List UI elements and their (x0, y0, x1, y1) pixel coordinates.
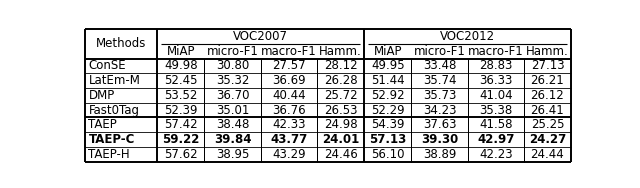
Text: 42.97: 42.97 (477, 133, 515, 146)
Text: 57.42: 57.42 (164, 118, 198, 131)
Text: 33.48: 33.48 (423, 59, 456, 72)
Text: 25.72: 25.72 (324, 89, 357, 102)
Text: 36.69: 36.69 (272, 74, 306, 87)
Text: 26.53: 26.53 (324, 104, 357, 117)
Text: 26.21: 26.21 (531, 74, 564, 87)
Text: 42.23: 42.23 (479, 148, 513, 161)
Text: 57.62: 57.62 (164, 148, 198, 161)
Text: Hamm.: Hamm. (319, 45, 362, 58)
Text: micro-F1: micro-F1 (207, 45, 259, 58)
Text: 24.46: 24.46 (324, 148, 358, 161)
Text: TAEP: TAEP (88, 118, 117, 131)
Text: 53.52: 53.52 (164, 89, 198, 102)
Text: 26.12: 26.12 (531, 89, 564, 102)
Text: 24.98: 24.98 (324, 118, 357, 131)
Text: 52.39: 52.39 (164, 104, 198, 117)
Text: macro-F1: macro-F1 (468, 45, 524, 58)
Text: TAEP-C: TAEP-C (88, 133, 135, 146)
Text: 39.30: 39.30 (421, 133, 458, 146)
Text: 59.22: 59.22 (162, 133, 200, 146)
Text: 38.89: 38.89 (423, 148, 456, 161)
Text: 24.27: 24.27 (529, 133, 566, 146)
Text: 57.13: 57.13 (369, 133, 406, 146)
Text: 42.33: 42.33 (272, 118, 306, 131)
Text: 52.45: 52.45 (164, 74, 198, 87)
Text: 25.25: 25.25 (531, 118, 564, 131)
Text: 36.76: 36.76 (272, 104, 306, 117)
Text: DMP: DMP (88, 89, 115, 102)
Text: 35.32: 35.32 (216, 74, 250, 87)
Text: 49.95: 49.95 (371, 59, 404, 72)
Text: 27.57: 27.57 (272, 59, 306, 72)
Text: 35.73: 35.73 (423, 89, 456, 102)
Text: 38.95: 38.95 (216, 148, 250, 161)
Text: 24.01: 24.01 (322, 133, 359, 146)
Text: 35.38: 35.38 (479, 104, 513, 117)
Text: 28.83: 28.83 (479, 59, 513, 72)
Text: 41.58: 41.58 (479, 118, 513, 131)
Text: TAEP-H: TAEP-H (88, 148, 130, 161)
Text: 56.10: 56.10 (371, 148, 404, 161)
Text: VOC2012: VOC2012 (440, 30, 495, 43)
Text: ConSE: ConSE (88, 59, 126, 72)
Text: macro-F1: macro-F1 (261, 45, 317, 58)
Text: 35.01: 35.01 (216, 104, 250, 117)
Text: 40.44: 40.44 (272, 89, 306, 102)
Text: 49.98: 49.98 (164, 59, 198, 72)
Text: 52.29: 52.29 (371, 104, 404, 117)
Text: MiAP: MiAP (374, 45, 402, 58)
Text: 54.39: 54.39 (371, 118, 404, 131)
Text: 52.92: 52.92 (371, 89, 404, 102)
Text: 30.80: 30.80 (216, 59, 249, 72)
Text: Fast0Tag: Fast0Tag (88, 104, 140, 117)
Text: 38.48: 38.48 (216, 118, 250, 131)
Text: 37.63: 37.63 (423, 118, 456, 131)
Text: 28.12: 28.12 (324, 59, 357, 72)
Text: 26.28: 26.28 (324, 74, 357, 87)
Text: Methods: Methods (96, 37, 147, 50)
Text: 39.84: 39.84 (214, 133, 252, 146)
Text: 51.44: 51.44 (371, 74, 404, 87)
Text: Hamm.: Hamm. (526, 45, 569, 58)
Text: 24.44: 24.44 (531, 148, 564, 161)
Text: 34.23: 34.23 (423, 104, 456, 117)
Text: 43.77: 43.77 (270, 133, 307, 146)
Text: 27.13: 27.13 (531, 59, 564, 72)
Text: VOC2007: VOC2007 (233, 30, 288, 43)
Text: MiAP: MiAP (166, 45, 195, 58)
Text: LatEm-M: LatEm-M (88, 74, 140, 87)
Text: micro-F1: micro-F1 (413, 45, 465, 58)
Text: 41.04: 41.04 (479, 89, 513, 102)
Text: 35.74: 35.74 (423, 74, 456, 87)
Text: 36.70: 36.70 (216, 89, 250, 102)
Text: 36.33: 36.33 (479, 74, 513, 87)
Text: 26.41: 26.41 (531, 104, 564, 117)
Text: 43.29: 43.29 (272, 148, 306, 161)
